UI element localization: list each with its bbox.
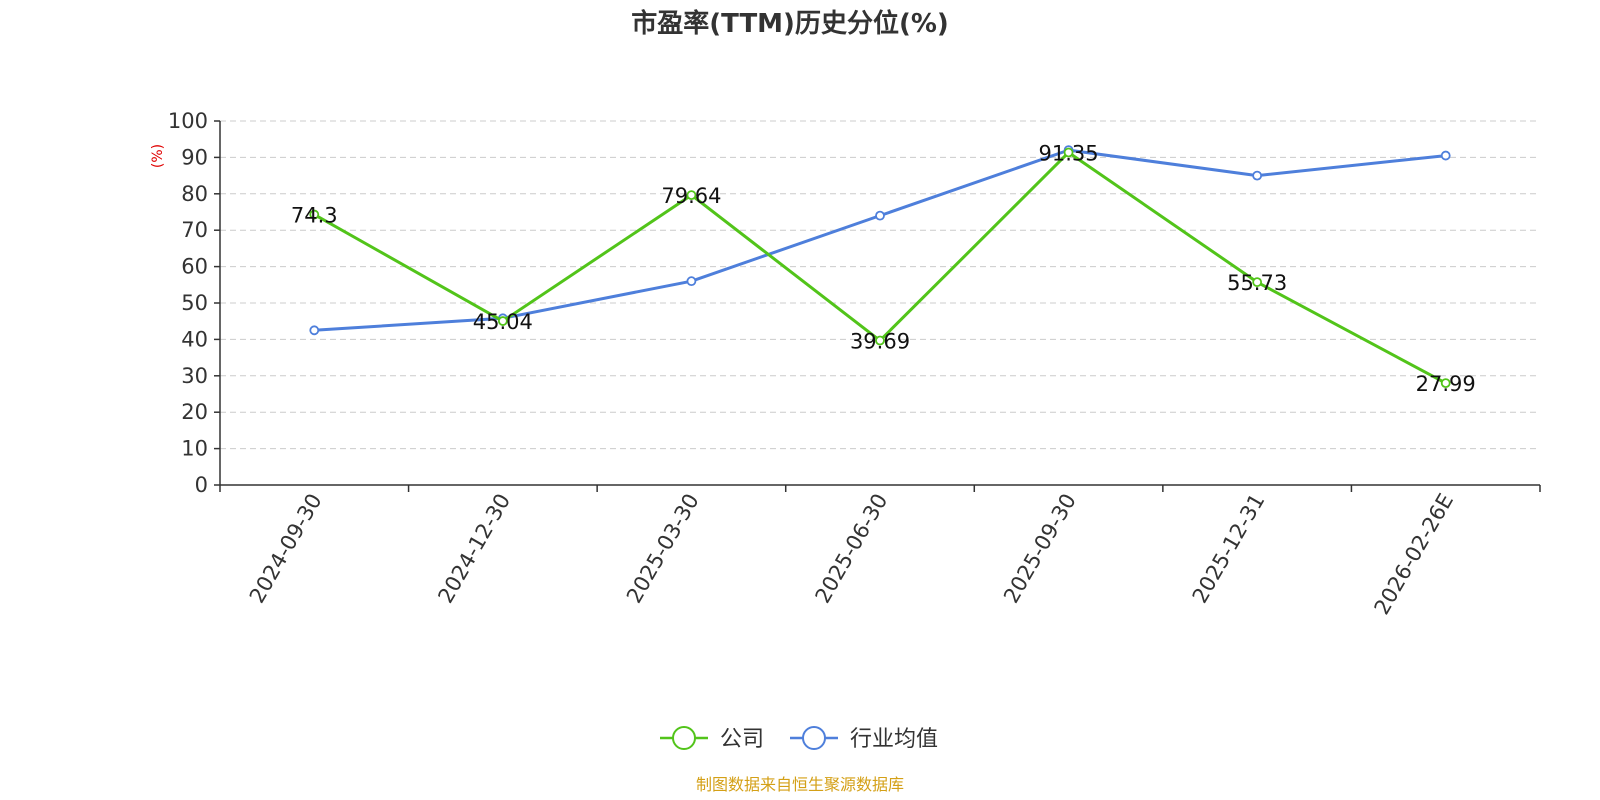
- series-point-0: [309, 209, 320, 220]
- series-point-0: [1063, 147, 1074, 158]
- y-tick-label: 20: [181, 400, 208, 424]
- y-tick-label: 30: [181, 364, 208, 388]
- chart-title: 市盈率(TTM)历史分位(%): [631, 8, 949, 39]
- data-labels: 74.3 45.04 79.64 39.69 91.35 55.73 27.99: [291, 141, 1476, 396]
- x-tick-label: 2025-06-30: [811, 490, 893, 608]
- legend-swatch-icon: [802, 726, 826, 750]
- series-point-1: [686, 276, 697, 287]
- legend[interactable]: 公司 行业均值: [660, 726, 938, 752]
- data-label: 55.73: [1227, 271, 1287, 295]
- y-tick-label: 60: [181, 255, 208, 279]
- data-label: 79.64: [661, 184, 721, 208]
- x-tick-label: 2025-09-30: [999, 490, 1081, 608]
- data-label: 91.35: [1039, 141, 1099, 165]
- legend-label: 行业均值: [850, 727, 938, 752]
- x-tick-label: 2024-09-30: [245, 490, 327, 608]
- y-tick-label: 0: [195, 473, 208, 497]
- data-label: 45.04: [473, 310, 533, 334]
- y-tick-label: 100: [168, 109, 208, 133]
- source-note: 制图数据来自恒生聚源数据库: [696, 775, 904, 794]
- series-point-1: [1252, 170, 1263, 181]
- x-tick-label: 2026-02-26E: [1370, 490, 1458, 619]
- grid-lines: [220, 120, 1540, 450]
- axes: 0 10 20 30 40 50 60 70 80 90 100 2024-09-30 2024-12-…: [168, 109, 1541, 619]
- y-tick-label: 80: [181, 182, 208, 206]
- series-point-0: [497, 316, 508, 326]
- y-tick-label: 40: [181, 327, 208, 351]
- data-label: 27.99: [1416, 372, 1476, 396]
- legend-item-0[interactable]: 公司: [660, 726, 764, 752]
- y-tick-label: 10: [181, 437, 208, 461]
- legend-item-1[interactable]: 行业均值: [790, 726, 938, 752]
- series-point-1: [1440, 150, 1451, 161]
- legend-label: 公司: [720, 727, 764, 752]
- y-tick-label: 70: [181, 218, 208, 242]
- y-tick-label: 90: [181, 145, 208, 169]
- x-tick-label: 2025-03-30: [622, 490, 704, 608]
- data-label: 74.3: [291, 204, 338, 228]
- x-tick-label: 2024-12-30: [433, 490, 515, 608]
- data-label: 39.69: [850, 330, 910, 354]
- y-tick-label: 50: [181, 291, 208, 315]
- series-point-1: [309, 325, 320, 336]
- series-point-1: [875, 210, 885, 221]
- y-axis-label: (%): [150, 144, 166, 168]
- series-lines: [309, 145, 1451, 389]
- legend-swatch-icon: [672, 726, 696, 750]
- series-point-0: [875, 335, 885, 346]
- series-point-0: [686, 190, 697, 201]
- x-tick-label: 2025-12-31: [1188, 490, 1270, 608]
- series-point-0: [1440, 378, 1451, 389]
- series-point-0: [1252, 277, 1263, 288]
